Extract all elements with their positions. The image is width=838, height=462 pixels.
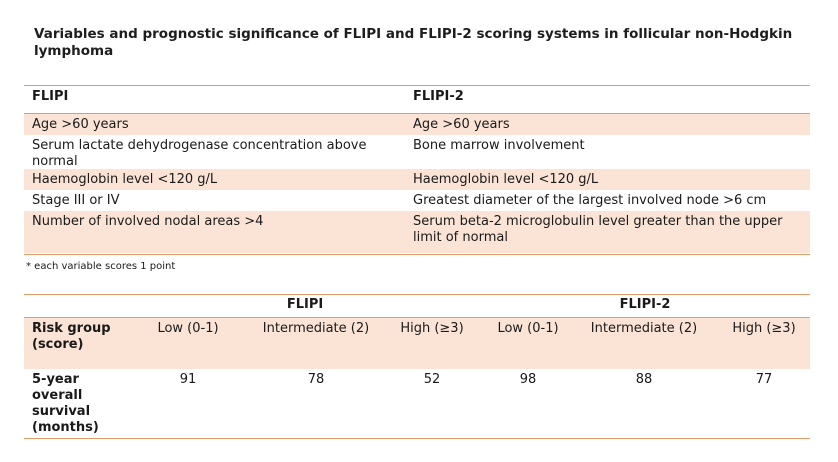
risk-group-label: Risk group (score)	[32, 321, 111, 352]
table-row	[24, 114, 810, 135]
survival-value: 52	[423, 372, 441, 387]
table-rule	[24, 254, 810, 255]
risk-group: Low (0-1)	[497, 321, 559, 336]
table-row	[24, 169, 810, 190]
risk-group: Low (0-1)	[157, 321, 219, 336]
risk-group: Intermediate (2)	[590, 321, 698, 336]
survival-label: 5-year overall survival (months)	[32, 372, 99, 435]
flipi2-group-header: FLIPI-2	[619, 297, 671, 312]
table-row	[24, 318, 810, 369]
table-rule	[24, 438, 810, 439]
flipi2-variable: Bone marrow involvement	[413, 138, 585, 153]
flipi-variable: Stage III or IV	[32, 193, 120, 208]
flipi-variable: Number of involved nodal areas >4	[32, 214, 264, 229]
table-rule	[24, 294, 810, 295]
page-title: Variables and prognostic significance of…	[34, 26, 793, 59]
flipi-variable: Age >60 years	[32, 117, 129, 132]
table-rule	[24, 113, 810, 114]
flipi2-variable: Greatest diameter of the largest involve…	[413, 193, 767, 208]
survival-value: 98	[519, 372, 537, 387]
flipi-variable: Serum lactate dehydrogenase concentratio…	[32, 138, 367, 169]
flipi2-variable: Serum beta-2 microglobulin level greater…	[413, 214, 783, 245]
risk-group: Intermediate (2)	[262, 321, 370, 336]
flipi-header: FLIPI	[32, 89, 69, 104]
table-row	[24, 211, 810, 253]
survival-value: 78	[307, 372, 325, 387]
survival-value: 91	[179, 372, 197, 387]
flipi2-header: FLIPI-2	[413, 89, 464, 104]
table-rule	[24, 85, 810, 86]
risk-group: High (≥3)	[732, 321, 796, 336]
table-rule	[24, 317, 810, 318]
survival-value: 88	[635, 372, 653, 387]
flipi-variable: Haemoglobin level <120 g/L	[32, 172, 218, 187]
risk-group: High (≥3)	[400, 321, 464, 336]
flipi2-variable: Haemoglobin level <120 g/L	[413, 172, 599, 187]
survival-value: 77	[755, 372, 773, 387]
flipi2-variable: Age >60 years	[413, 117, 510, 132]
flipi-group-header: FLIPI	[286, 297, 324, 312]
footnote: * each variable scores 1 point	[26, 261, 176, 272]
